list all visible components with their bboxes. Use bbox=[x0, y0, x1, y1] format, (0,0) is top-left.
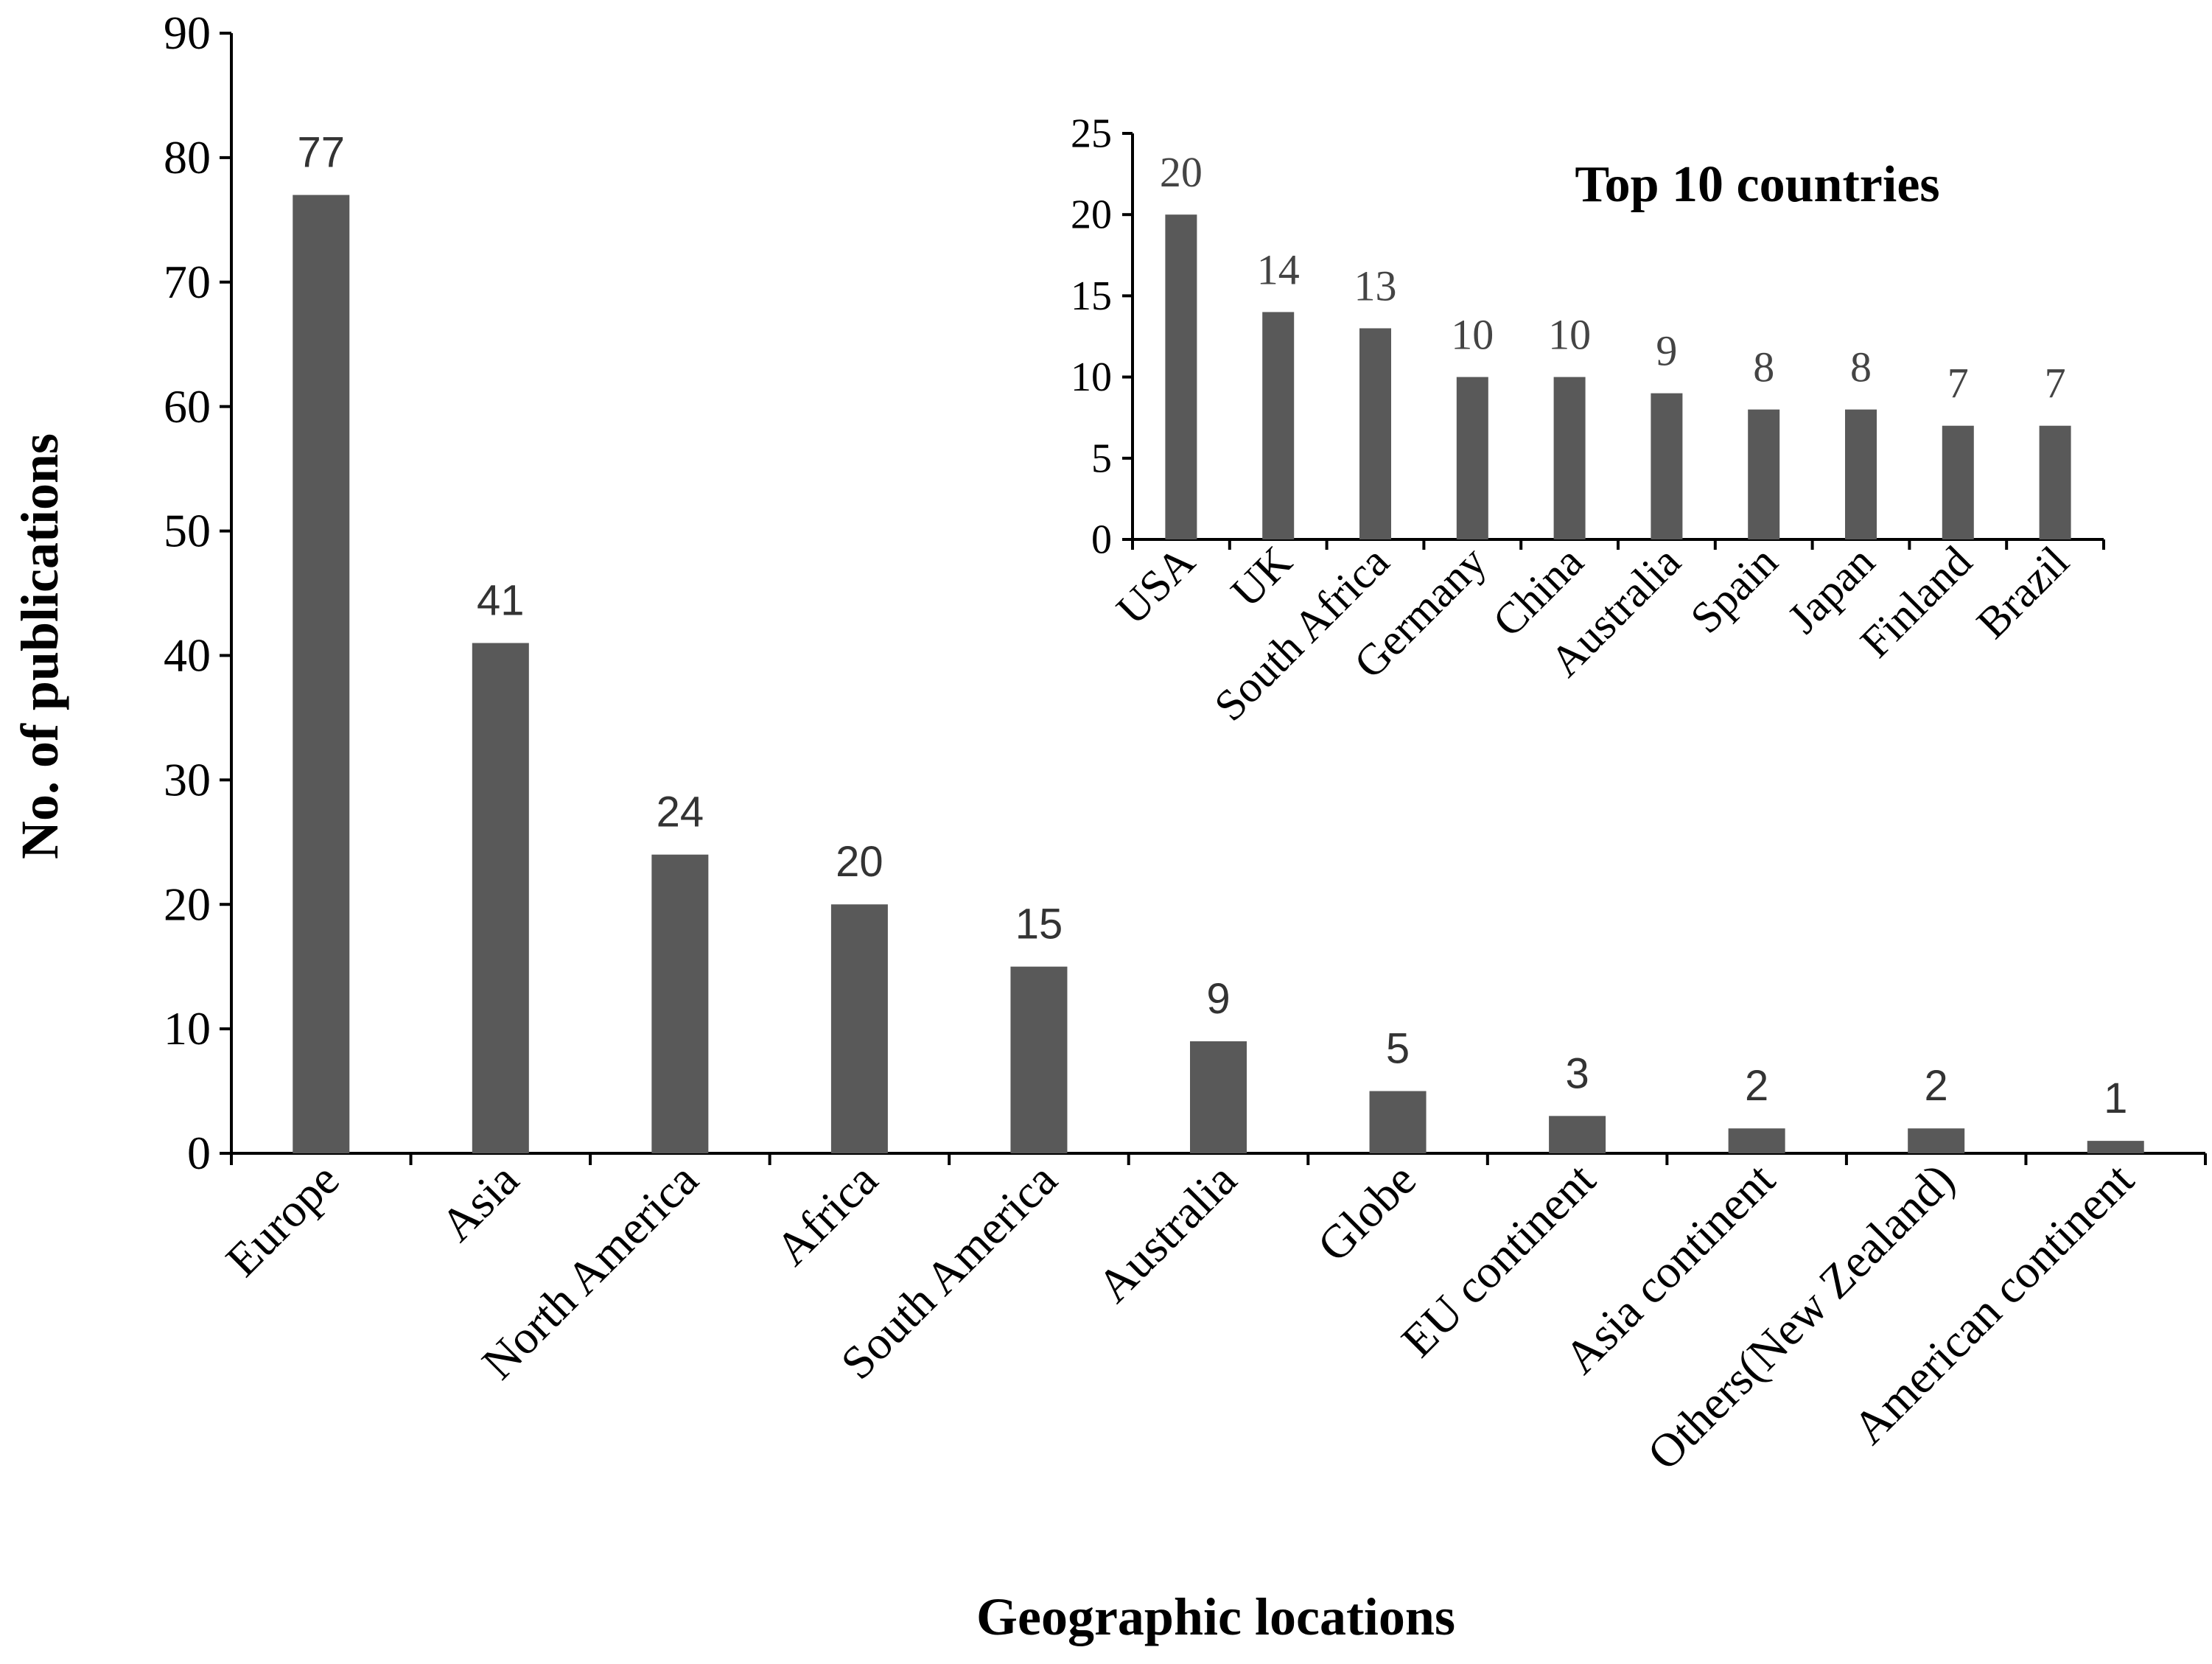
main-y-tick-label: 30 bbox=[164, 753, 211, 805]
main-category-label: Australia bbox=[1087, 1153, 1246, 1312]
main-bar bbox=[1369, 1091, 1427, 1153]
main-y-tick-label: 50 bbox=[164, 505, 211, 557]
inset-data-label: 7 bbox=[1947, 360, 1969, 408]
inset-data-label: 10 bbox=[1548, 311, 1591, 359]
inset-y-tick-label: 25 bbox=[1071, 111, 1112, 156]
main-bar bbox=[2087, 1141, 2144, 1153]
main-data-label: 24 bbox=[657, 789, 704, 836]
inset-bar bbox=[1651, 393, 1683, 539]
inset-bar bbox=[1359, 328, 1391, 539]
inset-y-tick-label: 10 bbox=[1071, 354, 1112, 400]
main-data-label: 3 bbox=[1565, 1049, 1589, 1097]
main-category-label: Globe bbox=[1307, 1153, 1426, 1272]
inset-data-label: 14 bbox=[1257, 245, 1300, 293]
main-bar bbox=[651, 854, 709, 1153]
inset-data-label: 9 bbox=[1656, 327, 1677, 375]
main-data-label: 77 bbox=[298, 129, 346, 177]
main-bar bbox=[1908, 1128, 1965, 1153]
main-y-tick-label: 10 bbox=[164, 1002, 211, 1055]
inset-category-label: Spain bbox=[1681, 537, 1787, 643]
main-category-label: Asia bbox=[430, 1153, 528, 1251]
main-y-tick-label: 20 bbox=[164, 878, 211, 930]
inset-data-label: 20 bbox=[1160, 148, 1203, 196]
inset-bar bbox=[1942, 425, 1974, 539]
inset-y-tick-label: 20 bbox=[1071, 192, 1112, 238]
inset-data-label: 13 bbox=[1354, 262, 1397, 310]
main-data-label: 1 bbox=[2104, 1074, 2127, 1122]
main-data-label: 20 bbox=[836, 838, 883, 886]
main-data-label: 2 bbox=[1925, 1062, 1948, 1110]
main-bar bbox=[472, 643, 529, 1153]
inset-y-tick-label: 15 bbox=[1071, 273, 1112, 319]
inset-bar bbox=[1553, 377, 1586, 539]
inset-category-label: Brazil bbox=[1967, 537, 2078, 648]
inset-bar bbox=[1845, 409, 1877, 539]
main-y-axis-label: No. of publications bbox=[10, 433, 69, 859]
main-x-axis-label: Geographic locations bbox=[976, 1587, 1455, 1646]
main-y-tick-label: 40 bbox=[164, 629, 211, 682]
main-category-label: Others(New Zealand) bbox=[1637, 1153, 1964, 1480]
inset-bar bbox=[1456, 377, 1488, 539]
main-bar bbox=[830, 904, 888, 1153]
inset-data-label: 8 bbox=[1850, 343, 1872, 391]
main-bar bbox=[1010, 966, 1068, 1153]
main-data-label: 41 bbox=[477, 577, 525, 625]
main-data-label: 5 bbox=[1386, 1025, 1410, 1073]
inset-data-label: 7 bbox=[2045, 360, 2066, 408]
main-y-tick-label: 90 bbox=[164, 7, 211, 59]
main-category-label: Europe bbox=[216, 1153, 349, 1287]
inset-data-label: 8 bbox=[1753, 343, 1774, 391]
main-data-label: 2 bbox=[1745, 1062, 1768, 1110]
main-bar bbox=[1728, 1128, 1785, 1153]
inset-data-label: 10 bbox=[1451, 311, 1494, 359]
inset-category-label: USA bbox=[1107, 537, 1205, 635]
main-data-label: 9 bbox=[1206, 975, 1230, 1023]
inset-y-tick-label: 0 bbox=[1091, 517, 1112, 562]
inset-bar bbox=[1165, 214, 1197, 539]
main-bar bbox=[293, 195, 350, 1153]
main-data-label: 15 bbox=[1015, 901, 1063, 948]
main-y-tick-label: 80 bbox=[164, 131, 211, 183]
inset-bar bbox=[2039, 425, 2071, 539]
main-bar bbox=[1549, 1116, 1606, 1153]
main-y-tick-label: 60 bbox=[164, 380, 211, 433]
inset-y-tick-label: 5 bbox=[1091, 436, 1112, 481]
main-y-tick-label: 0 bbox=[187, 1127, 211, 1179]
inset-category-label: UK bbox=[1222, 537, 1301, 617]
inset-category-label: Finland bbox=[1851, 537, 1981, 667]
inset-bar bbox=[1262, 312, 1295, 539]
inset-bar bbox=[1748, 409, 1780, 539]
main-category-label: Africa bbox=[766, 1153, 888, 1276]
inset-chart-title: Top 10 countries bbox=[1575, 156, 1939, 213]
main-bar bbox=[1190, 1041, 1247, 1153]
main-y-tick-label: 70 bbox=[164, 256, 211, 308]
